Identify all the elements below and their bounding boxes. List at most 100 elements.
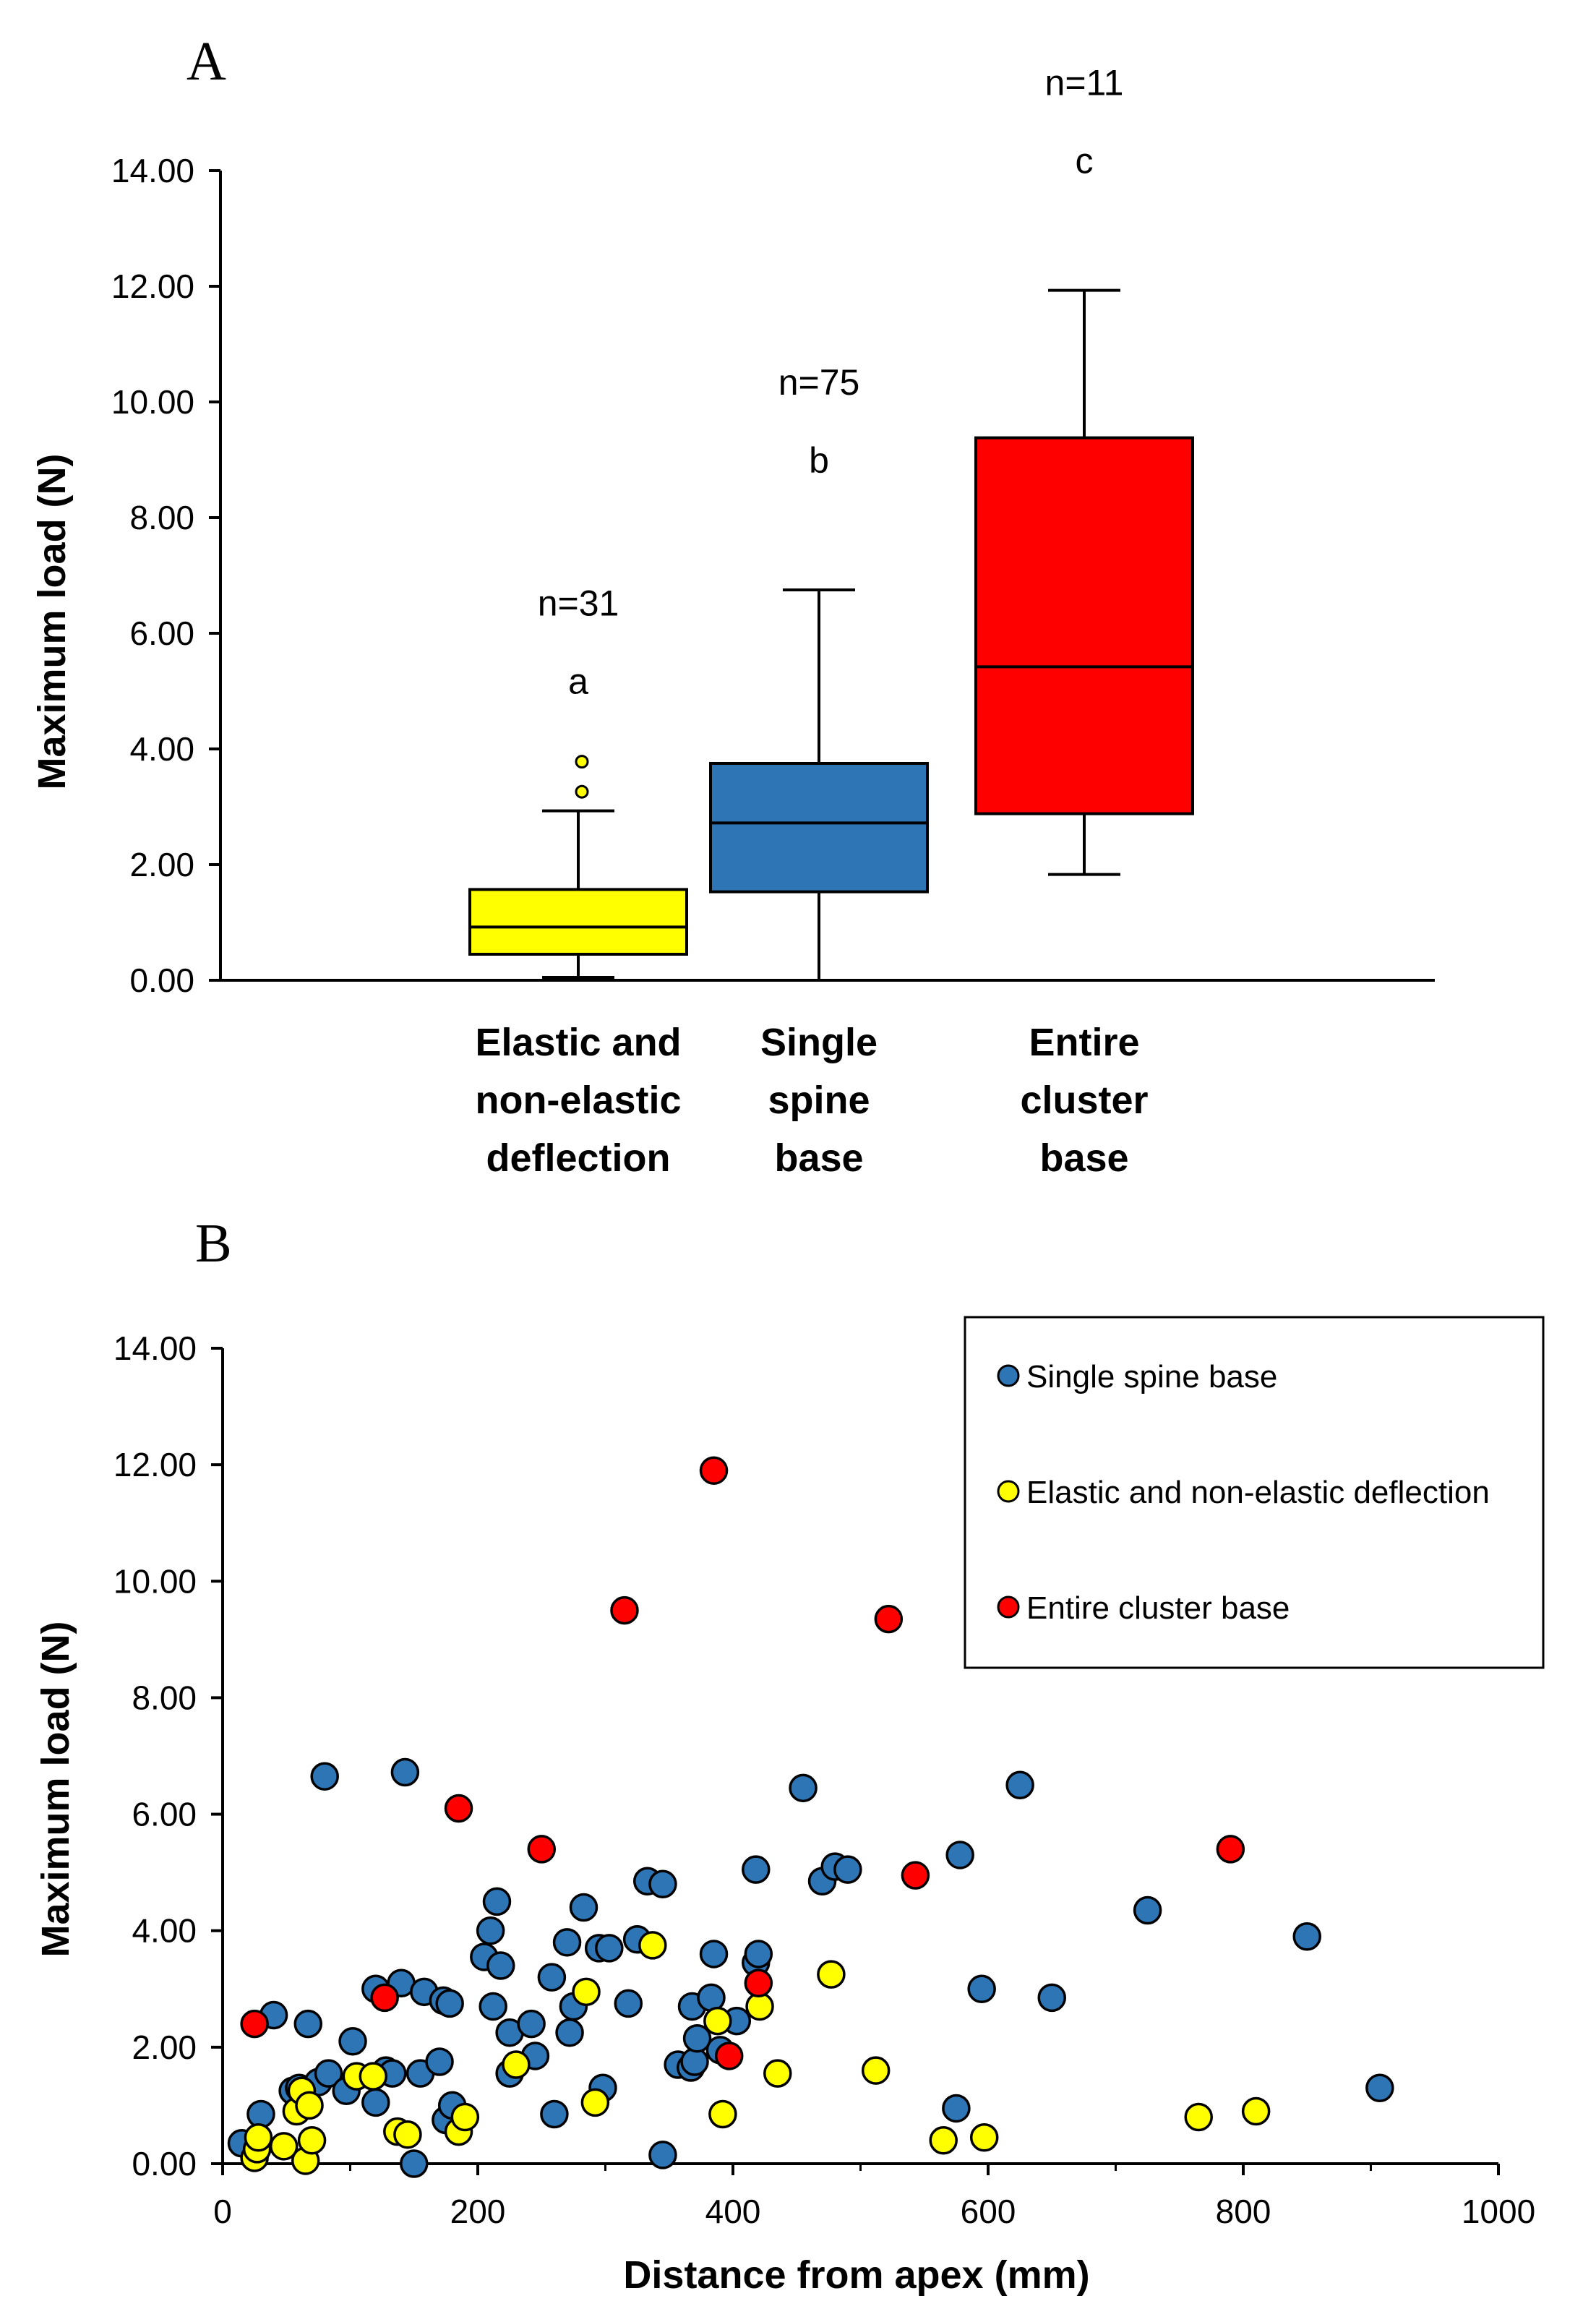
legend-marker (997, 1480, 1020, 1503)
panel-a-y-axis-label: Maximum load (N) (30, 453, 74, 789)
data-point (610, 1595, 639, 1625)
data-point (314, 2059, 343, 2088)
data-point (361, 2088, 390, 2117)
panel-a-y-tick-label: 2.00 (129, 846, 194, 883)
data-point (1365, 2073, 1394, 2103)
category-label-line: Single (760, 1021, 878, 1064)
panel-b-letter: B (195, 1213, 232, 1274)
series-3 (240, 1456, 1245, 2070)
data-point (901, 1861, 930, 1890)
data-point (425, 2047, 454, 2076)
panel-b-x-axis-label: Distance from apex (mm) (623, 2253, 1089, 2297)
data-point (680, 2047, 709, 2076)
data-point (648, 1869, 677, 1899)
data-point (1184, 2102, 1213, 2132)
data-point (699, 1940, 729, 1968)
data-point (517, 2009, 546, 2039)
panel-b-y-axis-label: Maximum load (N) (34, 1621, 77, 1957)
panel-b-y-tick-label: 6.00 (132, 1796, 197, 1833)
data-point (744, 1940, 773, 1968)
outlier-point (575, 784, 589, 799)
data-point (874, 1604, 904, 1634)
panel-b-legend: Single spine base Elastic and non-elastic… (964, 1316, 1545, 1669)
panel-b-y-tick-label: 8.00 (132, 1679, 197, 1716)
significance-letter: a (568, 661, 588, 702)
legend-label: Single spine base (1026, 1359, 1277, 1395)
data-point (486, 1951, 515, 1980)
category-label-line: Entire (1029, 1021, 1139, 1064)
significance-letter: c (1076, 141, 1094, 181)
category-label-line: spine (768, 1079, 870, 1122)
n-label: n=75 (778, 362, 860, 403)
data-point (708, 2099, 737, 2129)
legend-marker (997, 1595, 1020, 1619)
data-point (714, 2042, 744, 2070)
category-label-line: non-elastic (475, 1079, 681, 1122)
data-point (861, 2056, 891, 2085)
data-point (293, 2009, 323, 2039)
data-point (1241, 2096, 1271, 2126)
data-point (269, 2132, 299, 2161)
panel-a-y-tick-label: 6.00 (129, 614, 194, 652)
panel-b-x-tick-label: 800 (1216, 2193, 1271, 2230)
legend-label: Entire cluster base (1026, 1590, 1290, 1626)
panel-a-y-tick-label: 12.00 (111, 267, 194, 305)
data-point (240, 2009, 269, 2039)
panel-b-scatter: B Maximum load (N) Distance from apex (m… (34, 1213, 1545, 2297)
panel-b-x-tick-label: 400 (705, 2193, 761, 2230)
data-point (789, 1773, 818, 1803)
panel-b-y-tick-label: 10.00 (113, 1562, 197, 1600)
data-point (648, 2141, 677, 2169)
category-label-line: base (1039, 1136, 1128, 1180)
panel-b-y-tick-label: 12.00 (113, 1446, 197, 1483)
data-point (929, 2126, 958, 2155)
box-3: c n=11 Entire cluster base (974, 63, 1194, 1180)
data-point (1133, 1895, 1162, 1925)
box-iqr (468, 888, 688, 956)
data-point (537, 1963, 567, 1992)
data-point (244, 2122, 273, 2152)
data-point (1292, 1922, 1321, 1951)
panel-a-boxplot: A Maximum load (N) 0.00 2.00 4.00 6.00 8.00 1… (30, 31, 1435, 1180)
data-point (703, 2006, 732, 2036)
data-point (742, 1855, 771, 1884)
data-point (699, 1456, 729, 1485)
box-iqr (974, 436, 1194, 815)
series-1 (227, 1757, 1394, 2178)
panel-b-points (227, 1456, 1394, 2178)
significance-letter: b (809, 440, 829, 481)
data-point (817, 1960, 846, 1989)
category-label-line: Elastic and (475, 1021, 681, 1064)
category-label-line: cluster (1020, 1079, 1148, 1122)
data-point (744, 1968, 773, 1997)
data-point (450, 2102, 480, 2132)
panel-b-x-tick-label: 0 (213, 2193, 232, 2230)
panel-b-y-tick-label: 4.00 (132, 1912, 197, 1950)
data-point (555, 2018, 584, 2047)
data-point (942, 2094, 971, 2123)
panel-a-letter: A (186, 31, 226, 92)
data-point (540, 2099, 569, 2129)
data-point (444, 1794, 473, 1823)
data-point (338, 2027, 367, 2056)
panel-b-y-tick-label: 0.00 (132, 2145, 197, 2182)
data-point (297, 2126, 327, 2155)
legend-marker (997, 1364, 1020, 1387)
panel-b-x-tick-label: 200 (450, 2193, 506, 2230)
data-point (246, 2099, 275, 2129)
panel-b-x-tick-label: 1000 (1462, 2193, 1535, 2230)
data-point (476, 1916, 505, 1945)
panel-a-y-tick-label: 14.00 (111, 152, 194, 189)
data-point (435, 1989, 464, 2018)
panel-b-axes: 0.00 2.00 4.00 6.00 8.00 10.00 12.00 14.00 0 200 4… (113, 1329, 1535, 2230)
data-point (763, 2059, 792, 2088)
data-point (390, 1757, 420, 1787)
data-point (682, 2024, 712, 2053)
panel-b-y-tick-label: 2.00 (132, 2028, 197, 2066)
data-point (967, 1974, 996, 2004)
data-point (482, 1887, 512, 1916)
legend-label: Elastic and non-elastic deflection (1026, 1475, 1490, 1510)
panel-a-boxes: a n=31 Elastic and non-elastic deflection b n=… (468, 63, 1194, 1180)
panel-a-y-axis: 0.00 2.00 4.00 6.00 8.00 10.00 12.00 14.00 (111, 152, 1435, 999)
